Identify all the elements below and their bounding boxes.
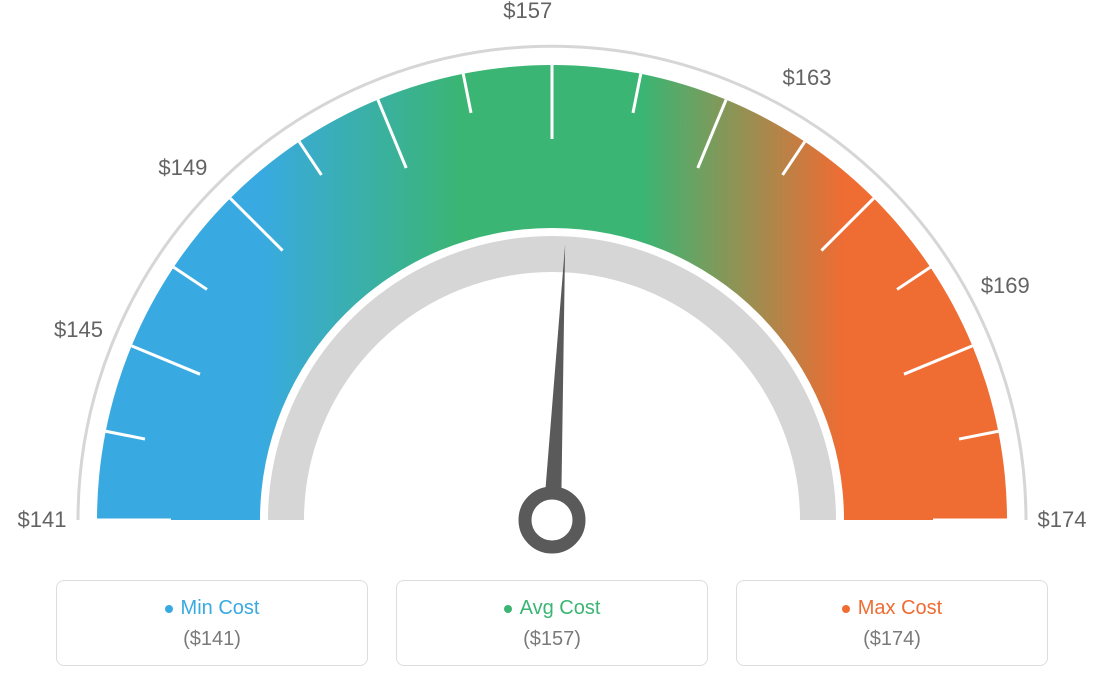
legend-title-avg: Avg Cost (504, 597, 601, 620)
legend-title-max: Max Cost (842, 597, 942, 620)
legend-row: Min Cost ($141) Avg Cost ($157) Max Cost… (0, 580, 1104, 666)
gauge: $141 $145 $149 $157 $163 $169 $174 (0, 0, 1104, 560)
dot-icon (165, 605, 173, 613)
legend-title-min-text: Min Cost (181, 597, 260, 620)
legend-card-min: Min Cost ($141) (56, 580, 368, 666)
dot-icon (504, 605, 512, 613)
dot-icon (842, 605, 850, 613)
legend-title-max-text: Max Cost (858, 597, 942, 620)
gauge-svg (0, 0, 1104, 560)
legend-card-max: Max Cost ($174) (736, 580, 1048, 666)
legend-value-avg: ($157) (397, 628, 707, 651)
legend-card-avg: Avg Cost ($157) (396, 580, 708, 666)
tick-label: $163 (783, 65, 832, 91)
tick-label: $174 (1038, 507, 1087, 533)
tick-label: $169 (981, 273, 1030, 299)
tick-label: $149 (158, 155, 207, 181)
legend-title-avg-text: Avg Cost (520, 597, 601, 620)
legend-value-min: ($141) (57, 628, 367, 651)
tick-label: $157 (503, 0, 552, 24)
chart-container: $141 $145 $149 $157 $163 $169 $174 Min Cost ($… (0, 0, 1104, 690)
legend-title-min: Min Cost (165, 597, 260, 620)
tick-label: $141 (18, 507, 67, 533)
legend-value-max: ($174) (737, 628, 1047, 651)
tick-label: $145 (54, 317, 103, 343)
